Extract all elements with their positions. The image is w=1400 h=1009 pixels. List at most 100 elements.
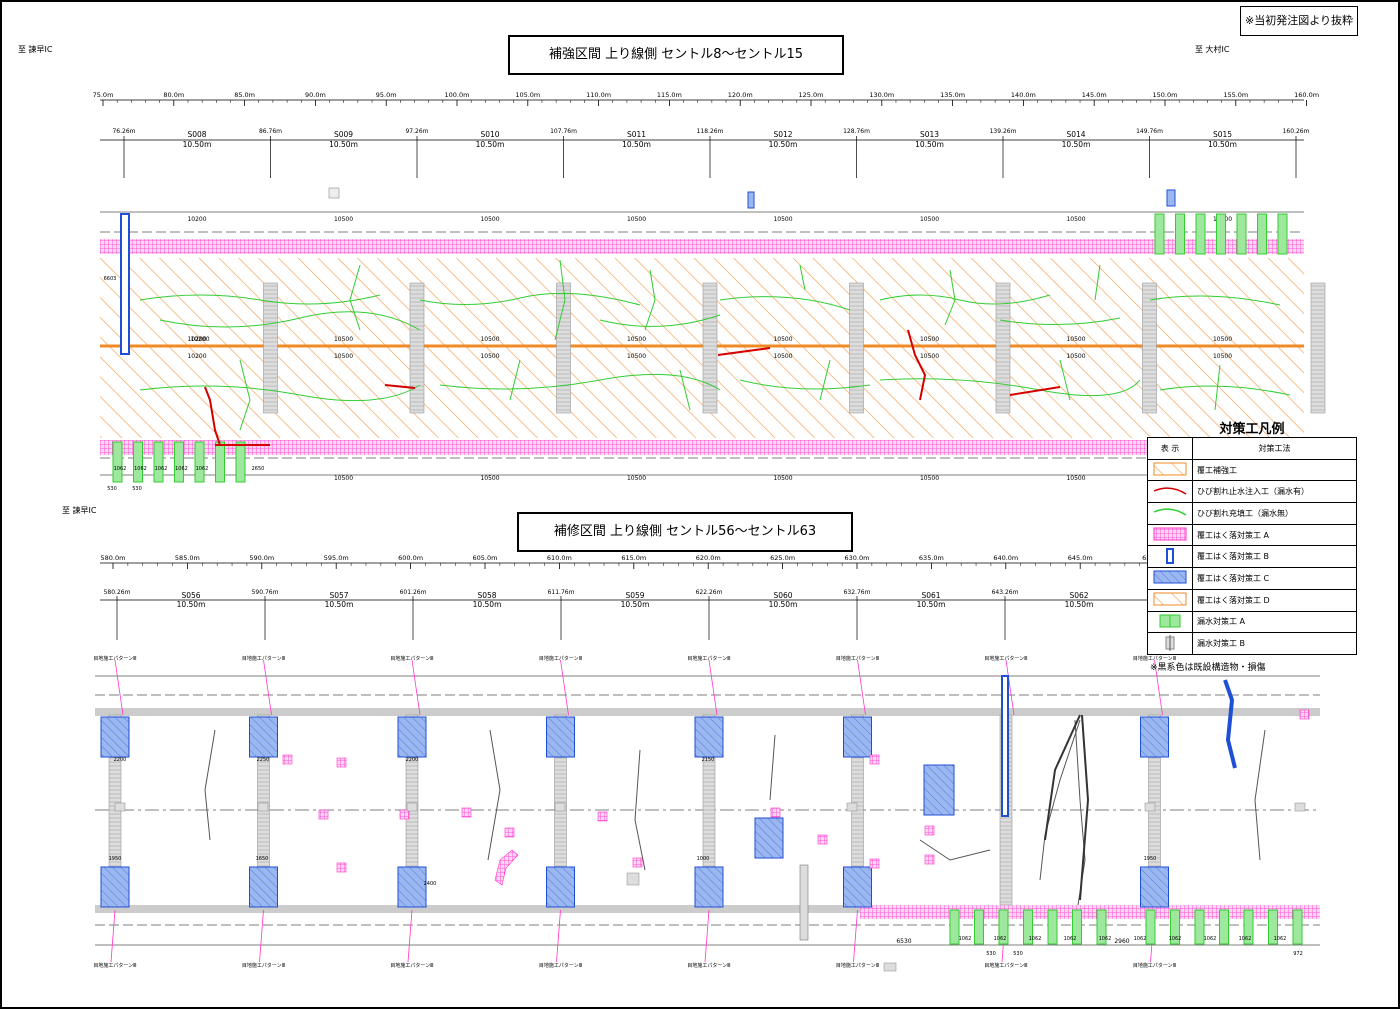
top-green-leak-box xyxy=(1257,213,1267,255)
bottom-small-dim: 6530 xyxy=(896,938,911,945)
legend-title: 対策工凡例 xyxy=(1219,422,1285,437)
top-dim-label: 10500 xyxy=(627,353,646,360)
legend-note: ※黒系色は既設構造物・損傷 xyxy=(1150,663,1266,673)
bottom-magenta-patch xyxy=(924,854,935,865)
top-span-length: 10.50m xyxy=(915,140,944,149)
bottom-boundary-label: 643.26m xyxy=(992,589,1019,596)
bottom-km-label: 645.0m xyxy=(1068,554,1093,562)
top-km-label: 145.0m xyxy=(1082,91,1107,99)
bottom-gray-band-upper xyxy=(95,708,1320,716)
bottom-span-id: S060 xyxy=(773,591,792,600)
bottom-small-dim: 1650 xyxy=(256,856,269,862)
top-section-title: 補強区間 上り線側 セントル8～セントル15 xyxy=(508,35,844,75)
top-green-crack xyxy=(599,314,721,327)
bottom-small-dim: 1062 xyxy=(1239,936,1252,942)
top-green-leak-box xyxy=(1216,213,1226,255)
top-green-crack xyxy=(439,373,721,391)
bottom-joint-label: 目地施工パターンⅢ xyxy=(1133,962,1176,969)
bottom-magenta-patch xyxy=(817,834,828,845)
top-green-crack xyxy=(419,292,641,306)
top-magenta-band-upper xyxy=(100,239,1304,254)
bottom-section-title: 補修区間 上り線側 セントル56～セントル63 xyxy=(517,512,853,552)
legend-symbol xyxy=(1147,458,1193,482)
bottom-damage-crack xyxy=(1039,719,1081,881)
legend-label: ひび割れ充填工（漏水無） xyxy=(1192,502,1357,525)
legend-symbol-shape xyxy=(1153,508,1187,517)
bottom-joint-leader xyxy=(1154,659,1163,716)
bottom-small-dim: 1062 xyxy=(959,936,972,942)
top-green-leak-box xyxy=(194,441,205,483)
top-green-leak-box xyxy=(112,441,123,483)
top-green-leak-box xyxy=(174,441,184,483)
bottom-km-label: 615.0m xyxy=(621,554,646,562)
top-small-dim: 1062 xyxy=(196,466,209,472)
top-green-crack xyxy=(159,311,421,331)
bottom-magenta-patch xyxy=(282,754,293,765)
bottom-blue-box xyxy=(923,764,955,816)
top-km-label: 125.0m xyxy=(799,91,824,99)
top-dim-label: 10500 xyxy=(480,353,499,360)
legend-symbol-shape xyxy=(1153,592,1187,606)
legend-row: 覆工はく落対策工 A xyxy=(1147,523,1357,547)
bottom-km-label: 580.0m xyxy=(101,554,126,562)
top-dim-label: 10500 xyxy=(920,216,939,223)
bottom-joint-leader xyxy=(114,659,124,716)
bottom-joint-label: 目地施工パターンⅢ xyxy=(93,962,136,969)
bottom-joint-leader xyxy=(407,909,413,963)
top-red-crack xyxy=(384,384,416,389)
top-dim-label: 10200 xyxy=(187,353,206,360)
top-boundary-label: 139.26m xyxy=(990,128,1017,135)
bottom-span-id: S062 xyxy=(1069,591,1088,600)
bottom-green-leak-box xyxy=(1023,909,1033,945)
legend-symbol-icon xyxy=(1153,508,1187,517)
bottom-small-dim: 1000 xyxy=(697,856,710,862)
bottom-magenta-patch xyxy=(336,862,347,873)
bottom-small-dim: 1062 xyxy=(1274,936,1287,942)
bottom-joint-leader xyxy=(708,659,718,716)
top-green-crack xyxy=(349,264,361,331)
bottom-marker xyxy=(1144,802,1156,812)
top-span-length: 10.50m xyxy=(1062,140,1091,149)
legend-symbol-icon xyxy=(1159,614,1181,628)
legend-symbol xyxy=(1147,523,1193,547)
top-span-length: 10.50m xyxy=(1208,140,1237,149)
bottom-marker xyxy=(846,802,858,812)
bottom-blue-box xyxy=(754,817,784,859)
top-km-label: 105.0m xyxy=(515,91,540,99)
bottom-gray-band-lower xyxy=(95,905,1320,913)
bottom-km-label: 610.0m xyxy=(547,554,572,562)
top-blue-marker xyxy=(1166,189,1176,207)
bottom-km-label: 630.0m xyxy=(845,554,870,562)
bottom-green-leak-box xyxy=(1170,909,1180,945)
top-dim-label: 10500 xyxy=(334,353,353,360)
bottom-small-dim: 1062 xyxy=(1134,936,1147,942)
top-boundary-label: 149.76m xyxy=(1136,128,1163,135)
top-joint-column xyxy=(702,282,718,414)
bottom-damage-crack xyxy=(919,839,991,861)
bottom-small-dim: 530 xyxy=(986,951,996,957)
bottom-damage-crack xyxy=(769,734,776,801)
top-green-leak-box xyxy=(215,441,225,483)
top-blue-bar xyxy=(120,213,130,355)
legend-label: ひび割れ止水注入工（漏水有） xyxy=(1192,480,1357,504)
top-green-crack xyxy=(1149,295,1281,306)
top-green-crack xyxy=(719,296,851,311)
top-span-id: S011 xyxy=(627,130,646,139)
top-small-dim: 530 xyxy=(107,486,117,492)
top-red-crack xyxy=(907,329,927,401)
top-dim-label: 10500 xyxy=(1213,353,1232,360)
bottom-magenta-patch xyxy=(461,807,472,818)
bottom-joint-leader xyxy=(411,659,421,716)
top-boundary-label: 97.26m xyxy=(405,128,428,135)
top-dim-label: 10200 xyxy=(187,216,206,223)
bottom-joint-label: 目地施工パターンⅢ xyxy=(836,655,879,662)
top-green-crack xyxy=(739,379,871,390)
bottom-blue-box xyxy=(397,866,427,908)
legend-label: 覆工はく落対策工 D xyxy=(1192,588,1357,612)
bottom-joint-label: 目地施工パターンⅢ xyxy=(539,655,582,662)
top-dim-label: 10500 xyxy=(334,475,353,482)
bottom-joint-label: 目地施工パターンⅢ xyxy=(1133,655,1176,662)
top-dim-label: 10500 xyxy=(627,475,646,482)
top-km-label: 95.0m xyxy=(376,91,397,99)
bottom-joint-leader xyxy=(1005,659,1015,716)
